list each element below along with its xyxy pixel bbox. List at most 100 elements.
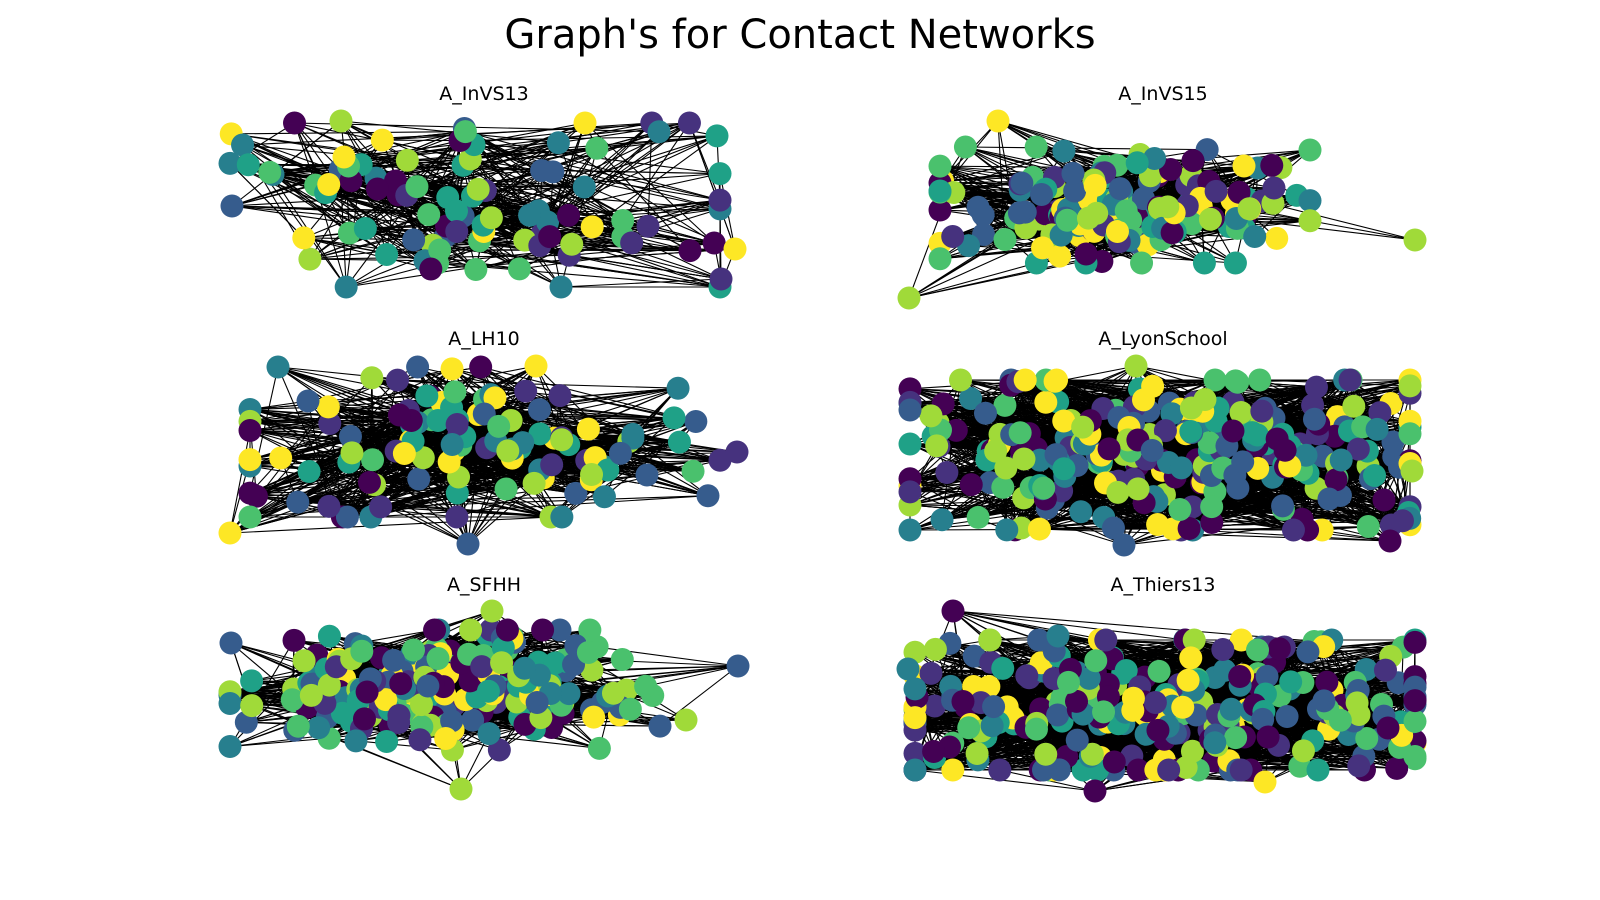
graph-node [236,153,260,177]
graph-node [678,239,702,263]
graph-node [705,124,729,148]
graph-node [487,414,511,438]
graph-node [546,131,570,155]
graph-edge [272,174,432,270]
graph-node [269,446,293,470]
graph-node [1237,197,1261,221]
graph-node [361,448,385,472]
graph-node [897,286,921,310]
graph-edge [294,122,473,197]
panel-title: A_LyonSchool [1098,328,1227,350]
graph-node [445,219,469,243]
graph-node [684,409,708,433]
graph-edge [569,254,722,280]
graph-node [494,477,518,501]
graph-node [928,247,952,271]
graph-node [1181,149,1205,173]
graph-edge [1309,220,1416,241]
graph-edge [568,122,690,216]
graph-node [580,215,604,239]
graph-node [953,135,977,159]
graph-node [635,463,659,487]
graph-node [1298,189,1322,213]
graph-node [375,242,399,266]
graph-node [238,448,262,472]
graph-node [317,172,341,196]
graph-node [406,355,430,379]
graph-node [296,389,320,413]
panel-a-invs13: A_InVS13 [218,83,747,299]
graph-node [573,111,597,135]
graph-edge [541,169,721,210]
graph-node [647,120,671,144]
graph-node [1083,173,1107,197]
graph-node [292,226,316,250]
graph-node [329,109,353,133]
graph-edge [459,139,721,201]
graph-edge [591,135,718,228]
graph-node [1055,208,1079,232]
graph-node [538,225,562,249]
graph-node [928,154,952,178]
graph-edge [303,237,431,270]
graph-node [530,158,554,182]
graph-node [1108,177,1132,201]
graph-node [1160,221,1184,245]
graph-node [1029,183,1053,207]
graph-node [1052,139,1076,163]
graph-node [522,471,546,495]
graph-node [662,406,686,430]
graph-node [365,177,389,201]
graph-node [370,128,394,152]
graph-node [620,231,644,255]
graph-node [332,145,356,169]
graph-node [725,440,749,464]
panel-title: A_InVS13 [439,83,528,105]
graph-node [297,459,321,483]
graph-edge [231,205,569,216]
graph-node [238,505,262,529]
graph-node [1130,251,1154,275]
graph-edge [272,120,342,175]
graph-node [1156,195,1180,219]
graph-node [286,490,310,514]
graph-edge [343,142,559,158]
graph-node [507,257,531,281]
graph-node [702,231,726,255]
graph-node [550,505,574,529]
graph-node [419,257,443,281]
graph-edge [560,278,722,288]
graph-node [1243,224,1267,248]
panel-a-lh10: A_LH10 [218,328,749,556]
graph-node [592,485,616,509]
graph-node [415,384,439,408]
panel-a-lyonschool: A_LyonSchool [898,328,1424,557]
graph-node [392,442,416,466]
graph-edge [908,262,1037,299]
graph-edge [328,169,542,186]
graph-node [560,232,584,256]
graph-edge [294,122,660,133]
graph-node [395,148,419,172]
graph-node [723,237,747,261]
graph-edge [231,165,346,207]
graph-node [966,195,990,219]
graph-node [528,398,552,422]
graph-edge [229,163,305,239]
graph-edge [272,174,350,234]
graph-node [986,109,1010,133]
graph-node [443,380,467,404]
graph-node [1074,242,1098,266]
graph-edge [688,122,736,250]
graph-node [334,275,358,299]
nodes-group [218,109,747,299]
graph-node [238,481,262,505]
graph-node [1298,138,1322,162]
graph-node [557,203,581,227]
graph-node [540,453,564,477]
graph-node [387,403,411,427]
graph-edge [340,120,559,144]
graph-node [572,175,596,199]
graph-node [407,467,431,491]
graph-node [231,133,255,157]
